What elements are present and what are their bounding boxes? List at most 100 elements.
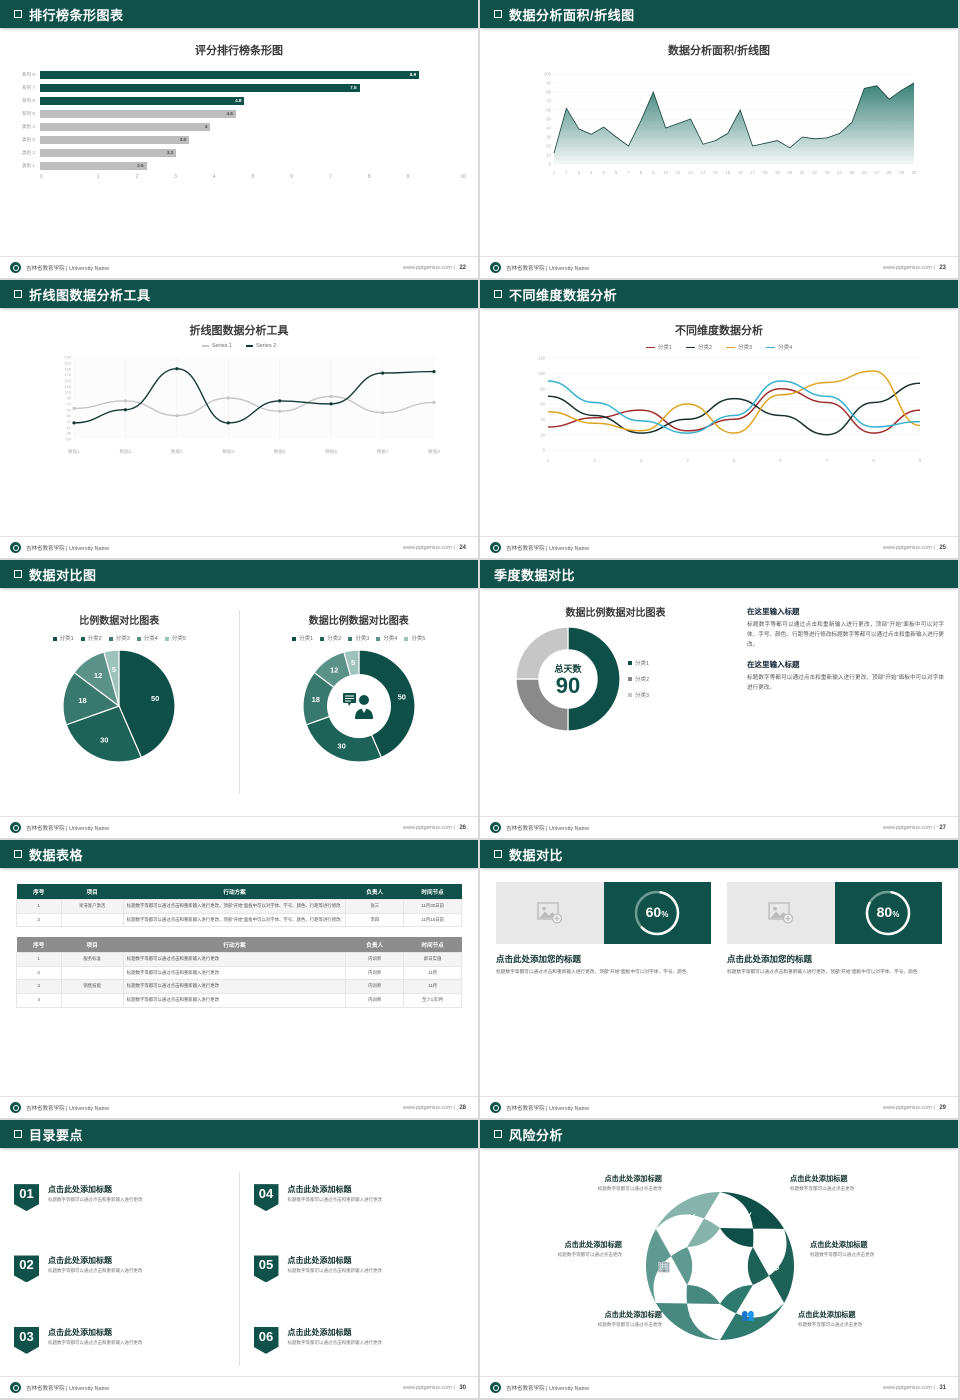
catalog-body: 标题数字等都可以通过点击和重新输入进行更改	[48, 1339, 143, 1345]
bar-value: 7.5	[350, 84, 357, 90]
svg-text:4: 4	[590, 170, 593, 175]
catalog-item[interactable]: 01 点击此处添加标题 标题数字等都可以通过点击和重新输入进行更改	[14, 1184, 225, 1212]
slice-value: 50	[151, 694, 159, 703]
catalog-item[interactable]: 05 点击此处添加标题 标题数字等都可以通过点击和重新输入进行更改	[253, 1255, 465, 1283]
catalog-item[interactable]: 06 点击此处添加标题 标题数字等都可以通过点击和重新输入进行更改	[253, 1326, 465, 1354]
table-row[interactable]: 1 呆滞客户激活 标题数字等都可以通过点击和重新输入进行更改，顶部“开始”面板中可以…	[16, 899, 462, 914]
svg-text:230: 230	[64, 355, 71, 360]
progress-ring-panel: 80%	[834, 882, 942, 944]
slide-area-line[interactable]: 数据分析面积/折线图 数据分析面积/折线图 0 10 20 30 40 50 60 70 80 9…	[480, 0, 960, 280]
legend-item[interactable]: 分类2	[685, 343, 712, 351]
data-table-primary[interactable]: 序号 项目 行动方案 负责人 时间节点 1 呆滞客户激活 标题数字等都可以通过点击和重新输入进…	[16, 884, 462, 928]
compare-card[interactable]: 80% 点击此处添加您的标题 标题数字等都可以通过点击和重新输入进行更改，顶部“开始…	[727, 882, 942, 977]
legend-item[interactable]: 分类4	[376, 634, 397, 642]
slice-value: 18	[79, 696, 87, 705]
data-table-secondary[interactable]: 序号 项目 行动方案 负责人 时间节点 1 服务标准 标题数字等都可以通过点击和重新输入进行更…	[16, 937, 462, 1008]
footer-org: 吉林省教育学院 | University Name	[26, 1385, 110, 1392]
legend-item[interactable]: 分类1	[645, 343, 672, 351]
table-row[interactable]: 2 标题数字等都可以通过点击和重新输入进行更改，顶部“开始”面板中可以对字体、字号…	[16, 912, 462, 928]
legend-item[interactable]: Series 2	[246, 343, 276, 349]
svg-text:18: 18	[763, 170, 768, 175]
svg-text:6: 6	[779, 458, 782, 463]
legend-item[interactable]: 分类3	[348, 634, 369, 642]
risk-item[interactable]: 点击此处添加标题 标题数字等都可以通过点击更改	[798, 1310, 918, 1328]
legend-item[interactable]: 分类1	[52, 634, 74, 642]
table-row[interactable]: 3 销售技能 标题数字等都可以通过点击和重新输入进行更改 内训师 11月	[16, 979, 462, 995]
slide-data-table[interactable]: 数据表格 序号 项目 行动方案 负责人 时间节点 1 呆滞客户激活 标题数字等都可以通过点击和…	[0, 840, 480, 1120]
slide-multi-dim[interactable]: 不同维度数据分析 不同维度数据分析 分类1 分类2 分类3 分类4 0 20 40 60 80…	[480, 280, 960, 560]
svg-text:30: 30	[546, 135, 551, 140]
risk-item[interactable]: 点击此处添加标题 标题数字等都可以通过点击更改	[790, 1174, 910, 1192]
legend-label: 分类1	[299, 636, 314, 642]
legend-item[interactable]: 分类4	[766, 343, 792, 351]
bar-track: 7.5	[40, 83, 466, 92]
slide-footer: 吉林省教育学院 | University Name www.pptgenius.…	[0, 536, 478, 558]
chart-legend[interactable]: 分类1 分类2 分类3 分类4 分类5	[0, 634, 239, 642]
legend-item[interactable]: 分类2	[320, 634, 341, 642]
slide-quarter-compare[interactable]: 季度数据对比 数据比例数据对比图表 总天数 90 分类1 分类2 分类3 在这里输入标…	[480, 560, 960, 840]
bar-row: 系列 5 4.6	[6, 107, 466, 120]
risk-item[interactable]: 点击此处添加标题 标题数字等都可以通过点击更改	[542, 1310, 662, 1328]
page-number: 27	[939, 824, 946, 831]
legend-item[interactable]: 分类3	[628, 691, 649, 699]
chart-legend[interactable]: 分类1 分类2 分类3 分类4 分类5	[240, 634, 479, 642]
catalog-item[interactable]: 02 点击此处添加标题 标题数字等都可以通过点击和重新输入进行更改	[14, 1255, 225, 1283]
page-number: 29	[939, 1104, 946, 1111]
legend-item[interactable]: 分类1	[628, 659, 649, 667]
slide-data-compare[interactable]: 数据对比 60% 点击此处添加您的标题 标题数字等都可以通过点击和重新输入进行更改，…	[480, 840, 960, 1120]
legend-item[interactable]: 分类2	[80, 634, 102, 642]
table-row[interactable]: 2 标题数字等都可以通过点击和重新输入进行更改 内训师 11月	[16, 965, 462, 981]
chart-legend[interactable]: 分类1 分类2 分类3 分类4	[480, 343, 958, 351]
logo-icon	[10, 542, 21, 553]
svg-text:1: 1	[553, 170, 556, 175]
slide-line-tool[interactable]: 折线图数据分析工具 折线图数据分析工具 Series 1 Series 2 230…	[0, 280, 480, 560]
risk-item[interactable]: 点击此处添加标题 标题数字等都可以通过点击更改	[542, 1174, 662, 1192]
legend-item[interactable]: Series 1	[201, 343, 232, 349]
image-placeholder[interactable]	[496, 882, 604, 944]
legend-item[interactable]: 分类3	[726, 343, 752, 351]
risk-heading: 点击此处添加标题	[798, 1310, 856, 1319]
card-body: 标题数字等都可以通过点击和重新输入进行更改，顶部“开始”面板中可以对字体、字号、…	[496, 969, 687, 974]
legend-item[interactable]: 分类2	[628, 675, 649, 683]
legend-label: 分类3	[115, 636, 130, 642]
svg-text:40: 40	[540, 417, 545, 422]
slide-pie-compare[interactable]: 数据对比图 比例数据对比图表 分类1 分类2 分类3 分类4 分类5 50 30 18 12 5…	[0, 560, 480, 840]
axis-tick: 4	[212, 174, 216, 180]
risk-item[interactable]: 点击此处添加标题 标题数字等都可以通过点击更改	[810, 1240, 930, 1258]
table[interactable]: 序号 项目 行动方案 负责人 时间节点 1 服务标准 标题数字等都可以通过点击和重新输入进行更…	[16, 937, 462, 1008]
bar-track: 4	[40, 122, 466, 131]
legend-item[interactable]: 分类1	[292, 634, 313, 642]
legend-label: 分类2	[327, 636, 342, 642]
slide-catalog[interactable]: 目录要点 01 点击此处添加标题 标题数字等都可以通过点击和重新输入进行更改 02 点击…	[0, 1120, 480, 1400]
legend-item[interactable]: 分类4	[136, 634, 158, 642]
legend-item[interactable]: 分类5	[404, 634, 425, 642]
donut-panel: 数据比例数据对比图表 总天数 90 分类1 分类2 分类3	[494, 596, 737, 816]
card-heading: 点击此处添加您的标题	[727, 954, 813, 964]
compare-card[interactable]: 60% 点击此处添加您的标题 标题数字等都可以通过点击和重新输入进行更改，顶部“开始…	[496, 882, 711, 977]
image-placeholder[interactable]	[727, 882, 835, 944]
chart-legend[interactable]: Series 1 Series 2	[0, 343, 478, 349]
axis-tick: 9	[406, 174, 410, 180]
catalog-item[interactable]: 03 点击此处添加标题 标题数字等都可以通过点击和重新输入进行更改	[14, 1326, 225, 1354]
catalog-item[interactable]: 04 点击此处添加标题 标题数字等都可以通过点击和重新输入进行更改	[253, 1184, 465, 1212]
chart-legend[interactable]: 分类1 分类2 分类3	[628, 659, 649, 699]
table-header-cell: 时间节点	[403, 937, 462, 953]
slide-risk[interactable]: 风险分析 ¥ $ 👥 ◕ 🏢 ¥ 点击此处添加标题 标题数字等都可以通过点击更改 点击此处添加标…	[480, 1120, 960, 1400]
legend-item[interactable]: 分类5	[164, 634, 186, 642]
image-icon	[537, 902, 562, 924]
svg-text:20: 20	[787, 170, 792, 175]
legend-item[interactable]: 分类3	[108, 634, 130, 642]
risk-heading: 点击此处添加标题	[810, 1240, 868, 1249]
table-cell: 标题数字等都可以通过点击和重新输入进行更改	[122, 952, 347, 967]
table-row[interactable]: 1 服务标准 标题数字等都可以通过点击和重新输入进行更改 内训师 即日实施	[16, 952, 462, 967]
risk-item[interactable]: 点击此处添加标题 标题数字等都可以通过点击更改	[502, 1240, 622, 1258]
svg-text:-30: -30	[65, 431, 72, 436]
table-row[interactable]: 4 标题数字等都可以通过点击和重新输入进行更改 内训师 至少1次/月	[16, 993, 462, 1008]
bar-track: 4.8	[40, 96, 466, 105]
table-cell: 4	[16, 993, 62, 1008]
svg-text:8: 8	[872, 458, 875, 463]
catalog-heading: 点击此处添加标题	[48, 1256, 112, 1266]
table[interactable]: 序号 项目 行动方案 负责人 时间节点 1 呆滞客户激活 标题数字等都可以通过点击和重新输入进…	[16, 884, 462, 928]
slide-ranking-bar[interactable]: 排行榜条形图表 评分排行榜条形图 系列 8 8.9 系列 7 7.5 系列 6 4.8 系列…	[0, 0, 480, 280]
